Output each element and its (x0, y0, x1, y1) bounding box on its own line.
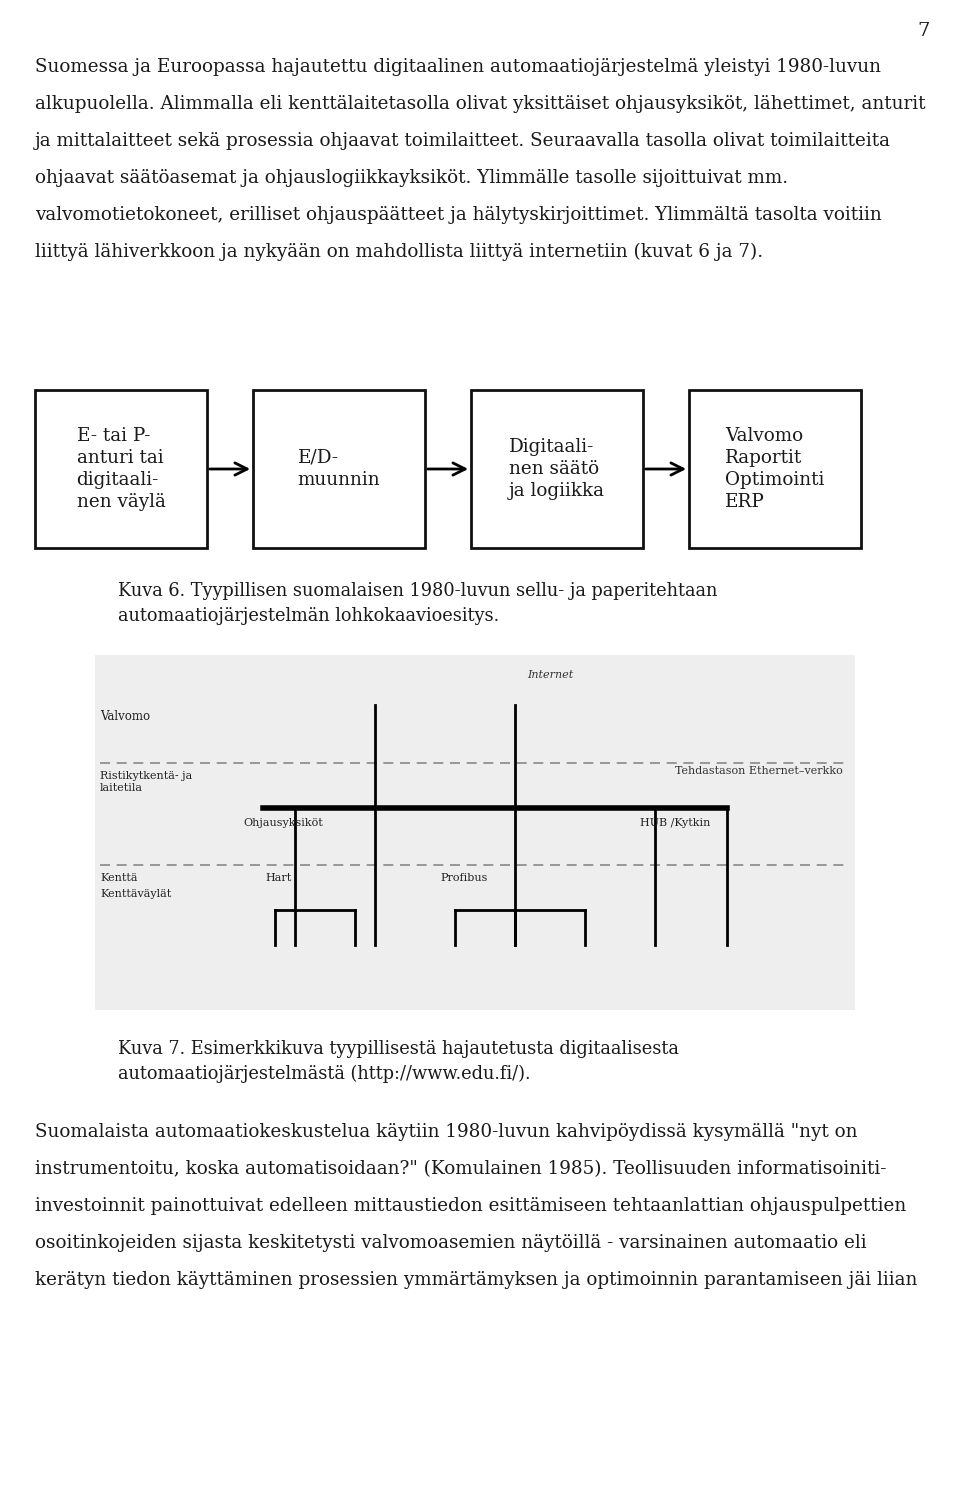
Text: HUB /Kytkin: HUB /Kytkin (640, 818, 710, 829)
Text: Kuva 6. Tyypillisen suomalaisen 1980-luvun sellu- ja paperitehtaan
automaatiojär: Kuva 6. Tyypillisen suomalaisen 1980-luv… (118, 582, 717, 625)
Text: liittyä lähiverkkoon ja nykyään on mahdollista liittyä internetiin (kuvat 6 ja 7: liittyä lähiverkkoon ja nykyään on mahdo… (35, 244, 763, 261)
Text: Hart: Hart (265, 873, 291, 884)
Text: kerätyn tiedon käyttäminen prosessien ymmärtämyksen ja optimoinnin parantamiseen: kerätyn tiedon käyttäminen prosessien ym… (35, 1271, 918, 1289)
Bar (471, 391, 643, 548)
Text: osoitinkojeiden sijasta keskitetysti valvomoasemien näytöillä - varsinainen auto: osoitinkojeiden sijasta keskitetysti val… (35, 1234, 867, 1252)
Bar (35, 391, 207, 548)
Text: Suomalaista automaatiokeskustelua käytiin 1980-luvun kahvipöydissä kysymällä "ny: Suomalaista automaatiokeskustelua käytii… (35, 1123, 857, 1140)
Text: 7: 7 (918, 22, 930, 40)
Text: Kuva 7. Esimerkkikuva tyypillisestä hajautetusta digitaalisesta
automaatiojärjes: Kuva 7. Esimerkkikuva tyypillisestä haja… (118, 1040, 679, 1084)
Text: Ohjausyksiköt: Ohjausyksiköt (243, 818, 323, 829)
Text: Profibus: Profibus (440, 873, 488, 884)
Text: Digitaali-
nen säätö
ja logiikka: Digitaali- nen säätö ja logiikka (509, 438, 605, 500)
Text: Valvomo
Raportit
Optimointi
ERP: Valvomo Raportit Optimointi ERP (726, 426, 825, 511)
Bar (95, 655, 855, 1010)
Text: ja mittalaitteet sekä prosessia ohjaavat toimilaitteet. Seuraavalla tasolla oliv: ja mittalaitteet sekä prosessia ohjaavat… (35, 132, 891, 150)
Text: E/D-
muunnin: E/D- muunnin (298, 448, 380, 489)
Text: instrumentoitu, koska automatisoidaan?" (Komulainen 1985). Teollisuuden informat: instrumentoitu, koska automatisoidaan?" … (35, 1160, 886, 1178)
Text: Suomessa ja Euroopassa hajautettu digitaalinen automaatiojärjestelmä yleistyi 19: Suomessa ja Euroopassa hajautettu digita… (35, 58, 881, 76)
Text: Kenttä: Kenttä (100, 873, 137, 884)
Bar (253, 391, 425, 548)
Text: valvomotietokoneet, erilliset ohjauspäätteet ja hälytyskirjoittimet. Ylimmältä t: valvomotietokoneet, erilliset ohjauspäät… (35, 206, 881, 224)
Text: Ristikytkentä- ja
laitetila: Ristikytkentä- ja laitetila (100, 771, 192, 793)
Text: Valvomo: Valvomo (100, 710, 150, 723)
Text: investoinnit painottuivat edelleen mittaustiedon esittämiseen tehtaanlattian ohj: investoinnit painottuivat edelleen mitta… (35, 1197, 906, 1215)
Text: Tehdastason Ethernet–verkko: Tehdastason Ethernet–verkko (675, 766, 843, 777)
Text: alkupuolella. Alimmalla eli kenttälaitetasolla olivat yksittäiset ohjausyksiköt,: alkupuolella. Alimmalla eli kenttälaitet… (35, 95, 925, 113)
Text: E- tai P-
anturi tai
digitaali-
nen väylä: E- tai P- anturi tai digitaali- nen väyl… (77, 426, 165, 511)
Bar (689, 391, 861, 548)
Text: Kenttäväylät: Kenttäväylät (100, 890, 171, 898)
Text: Internet: Internet (527, 670, 573, 680)
Text: ohjaavat säätöasemat ja ohjauslogiikkayksiköt. Ylimmälle tasolle sijoittuivat mm: ohjaavat säätöasemat ja ohjauslogiikkayk… (35, 169, 788, 187)
